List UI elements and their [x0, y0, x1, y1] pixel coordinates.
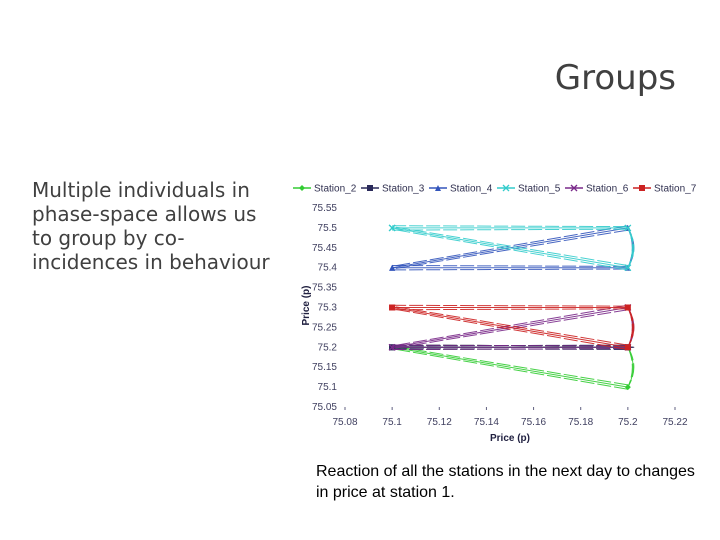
legend-label: Station_6 [586, 184, 629, 195]
y-tick-label: 75.45 [312, 243, 337, 254]
series-line [392, 307, 628, 348]
series-station-7 [389, 304, 635, 351]
legend-marker [639, 185, 645, 191]
legend-marker [502, 184, 510, 192]
series-line [627, 347, 635, 388]
series-line [392, 265, 628, 267]
data-point [624, 264, 632, 272]
legend-marker [570, 184, 578, 192]
series-line [392, 226, 628, 266]
series-line [392, 344, 628, 347]
series-line [392, 304, 628, 307]
x-tick-label: 75.16 [521, 417, 546, 428]
y-tick-label: 75.3 [318, 303, 338, 314]
data-point [624, 344, 631, 351]
x-tick-label: 75.18 [568, 417, 593, 428]
y-tick-label: 75.15 [312, 362, 337, 373]
data-point [388, 343, 396, 351]
series-line [392, 345, 628, 386]
chart-legend: Station_2 Station_3 Station_4 Station_5 Stat… [293, 184, 697, 195]
y-tick-label: 75.2 [318, 342, 338, 353]
series-line [392, 308, 628, 311]
x-tick-label: 75.22 [662, 417, 687, 428]
legend-label: Station_4 [450, 184, 493, 195]
series-station-2 [389, 344, 635, 391]
data-point [624, 224, 632, 232]
x-tick-label: 75.1 [382, 417, 402, 428]
chart-series [388, 224, 635, 391]
slide-body-text: Multiple individuals in phase-space allo… [32, 178, 270, 274]
legend-item: Station_6 [565, 184, 629, 195]
chart-caption: Reaction of all the stations in the next… [316, 463, 695, 501]
legend-label: Station_7 [654, 184, 697, 195]
legend-label: Station_2 [314, 184, 357, 195]
legend-label: Station_5 [518, 184, 561, 195]
x-axis-label: Price (p) [490, 433, 530, 444]
series-line [392, 348, 628, 350]
y-tick-label: 75.55 [312, 203, 337, 214]
series-line [392, 348, 628, 390]
y-tick-label: 75.4 [318, 263, 338, 274]
data-point [389, 304, 396, 311]
y-tick-label: 75.1 [318, 382, 338, 393]
series-line [627, 227, 635, 268]
legend-item: Station_5 [497, 184, 561, 195]
series-line [392, 305, 628, 346]
data-point [624, 384, 631, 391]
series-line [392, 228, 628, 271]
x-tick-label: 75.12 [427, 417, 452, 428]
legend-marker [299, 185, 305, 191]
y-tick-label: 75.35 [312, 283, 337, 294]
series-line [627, 307, 635, 348]
x-tick-label: 75.2 [618, 417, 638, 428]
legend-marker [367, 185, 373, 191]
y-tick-label: 75.5 [318, 223, 338, 234]
legend-item: Station_2 [293, 184, 357, 195]
x-tick-label: 75.08 [332, 417, 357, 428]
y-tick-label: 75.05 [312, 402, 337, 413]
data-point [389, 264, 396, 271]
series-line [392, 228, 628, 231]
price-reaction-chart: Station_2 Station_3 Station_4 Station_5 Stat… [293, 184, 697, 444]
series-station-5 [388, 224, 635, 272]
legend-item: Station_3 [361, 184, 425, 195]
data-point [624, 304, 631, 311]
slide-title: Groups [554, 58, 676, 98]
legend-marker [435, 185, 441, 191]
legend-item: Station_7 [633, 184, 697, 195]
data-point [388, 224, 396, 232]
series-line [392, 346, 628, 388]
series-line [392, 268, 628, 271]
series-line [392, 225, 628, 228]
series-line [392, 348, 628, 350]
series-line [392, 227, 628, 269]
y-axis-label: Price (p) [301, 285, 312, 325]
x-tick-label: 75.14 [474, 417, 499, 428]
chart-axes: 75.05 75.1 75.15 75.2 75.25 75.3 75.35 75.4 75.4… [301, 203, 688, 444]
series-line [392, 308, 628, 350]
legend-label: Station_3 [382, 184, 425, 195]
legend-item: Station_4 [429, 184, 493, 195]
series-line [392, 344, 628, 347]
y-tick-label: 75.25 [312, 322, 337, 333]
